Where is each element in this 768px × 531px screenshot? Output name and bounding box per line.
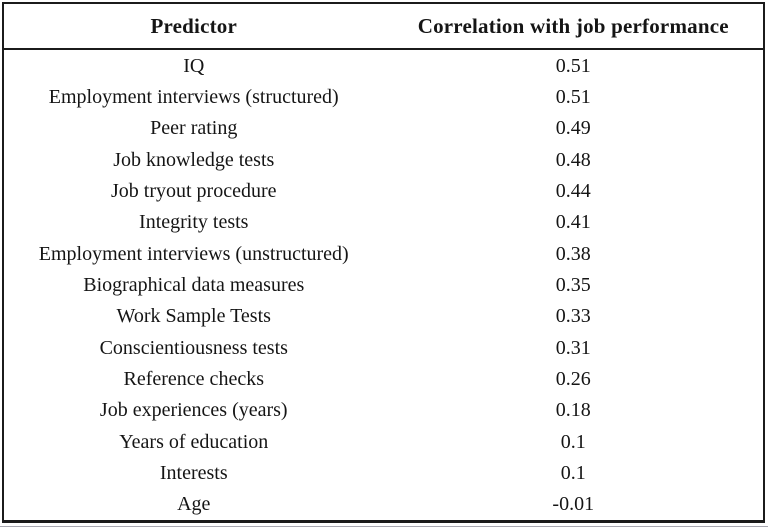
table-row: Job tryout procedure 0.44	[4, 175, 763, 206]
predictor-correlation-table: Predictor Correlation with job performan…	[2, 2, 765, 523]
table-header-row: Predictor Correlation with job performan…	[4, 4, 763, 50]
correlation-cell: 0.48	[555, 148, 591, 171]
table-body: IQ 0.51 Employment interviews (structured)…	[4, 50, 763, 520]
predictor-cell: Biographical data measures	[83, 273, 305, 296]
correlation-cell: 0.26	[555, 367, 591, 390]
predictor-cell: Years of education	[119, 430, 269, 453]
table-row: Employment interviews (unstructured) 0.38	[4, 238, 763, 269]
predictor-cell: Age	[177, 493, 211, 516]
predictor-cell: Conscientiousness tests	[99, 336, 288, 359]
predictor-cell: Interests	[159, 461, 228, 484]
table-row: IQ 0.51	[4, 50, 763, 81]
predictor-cell: Employment interviews (unstructured)	[38, 242, 349, 265]
correlation-cell: 0.35	[555, 273, 591, 296]
correlation-cell: 0.49	[555, 117, 591, 140]
table-row: Interests 0.1	[4, 457, 763, 488]
predictor-cell: Peer rating	[150, 117, 238, 140]
table-row: Work Sample Tests 0.33	[4, 301, 763, 332]
table-row: Employment interviews (structured) 0.51	[4, 81, 763, 112]
correlation-cell: 0.31	[555, 336, 591, 359]
predictor-cell: Reference checks	[123, 367, 264, 390]
table-row: Biographical data measures 0.35	[4, 269, 763, 300]
table-row: Job experiences (years) 0.18	[4, 395, 763, 426]
table-row: Years of education 0.1	[4, 426, 763, 457]
table-row: Integrity tests 0.41	[4, 207, 763, 238]
correlation-cell: 0.44	[555, 179, 591, 202]
correlation-cell: 0.41	[555, 211, 591, 234]
column-header-correlation: Correlation with job performance	[417, 13, 729, 38]
table-row: Job knowledge tests 0.48	[4, 144, 763, 175]
table-row: Conscientiousness tests 0.31	[4, 332, 763, 363]
correlation-cell: 0.51	[555, 54, 591, 77]
predictor-cell: Work Sample Tests	[116, 305, 271, 328]
table-bottom-rule	[0, 526, 768, 527]
correlation-cell: 0.38	[555, 242, 591, 265]
predictor-cell: Job tryout procedure	[110, 179, 277, 202]
predictor-cell: Employment interviews (structured)	[48, 85, 339, 108]
correlation-cell: 0.1	[560, 461, 586, 484]
correlation-cell: 0.1	[560, 430, 586, 453]
correlation-cell: 0.51	[555, 85, 591, 108]
correlation-cell: -0.01	[552, 493, 595, 516]
correlation-cell: 0.18	[555, 399, 591, 422]
predictor-cell: Job knowledge tests	[113, 148, 275, 171]
predictor-cell: IQ	[183, 54, 205, 77]
column-header-predictor: Predictor	[150, 13, 238, 38]
table-row: Reference checks 0.26	[4, 363, 763, 394]
table-row: Age -0.01	[4, 489, 763, 520]
table-row: Peer rating 0.49	[4, 113, 763, 144]
correlation-cell: 0.33	[555, 305, 591, 328]
predictor-cell: Job experiences (years)	[99, 399, 288, 422]
predictor-cell: Integrity tests	[139, 211, 249, 234]
